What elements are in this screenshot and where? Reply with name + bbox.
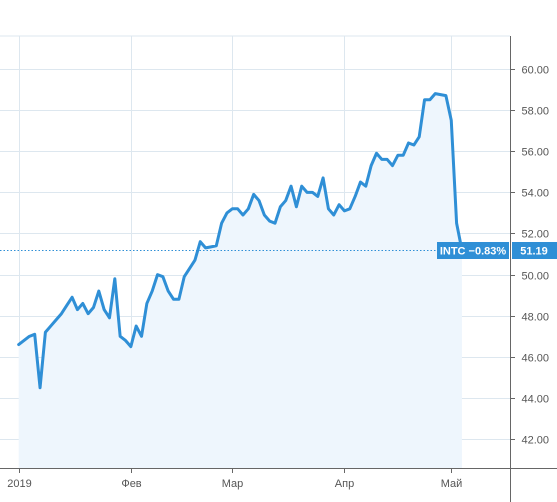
y-tick-label: 50.00 <box>521 271 549 283</box>
y-tick-label: 46.00 <box>521 353 549 365</box>
y-tick-label: 52.00 <box>521 229 549 241</box>
change-badge-background <box>437 242 509 259</box>
x-tick-label: Апр <box>335 478 354 490</box>
change-badge-label: INTC −0.83% <box>440 246 507 258</box>
price-area <box>18 93 462 468</box>
y-axis-ticks: 42.00 44.00 46.00 48.00 50.00 52.00 54.00 56.00… <box>510 65 549 447</box>
price-series <box>17 92 464 390</box>
price-badge: 51.19 <box>512 242 557 259</box>
axes <box>0 36 557 502</box>
x-tick-label: Май <box>441 478 463 490</box>
x-tick-label: Мар <box>222 478 244 490</box>
change-badge: INTC −0.83% <box>437 242 509 259</box>
series-area-fill <box>18 93 462 468</box>
value-badges: INTC −0.83% 51.19 <box>437 242 557 259</box>
x-tick-label: 2019 <box>7 478 31 490</box>
y-tick-label: 48.00 <box>521 312 549 324</box>
y-tick-label: 58.00 <box>521 106 549 118</box>
y-tick-label: 56.00 <box>521 147 549 159</box>
series-line <box>17 92 464 390</box>
x-axis-ticks: 2019 Фев Мар Апр Май <box>7 468 462 490</box>
y-tick-label: 54.00 <box>521 188 549 200</box>
y-tick-label: 42.00 <box>521 435 549 447</box>
price-badge-label: 51.19 <box>520 246 548 258</box>
price-badge-background <box>512 242 557 259</box>
x-tick-label: Фев <box>121 478 141 490</box>
y-tick-label: 44.00 <box>521 394 549 406</box>
y-tick-label: 60.00 <box>521 65 549 77</box>
